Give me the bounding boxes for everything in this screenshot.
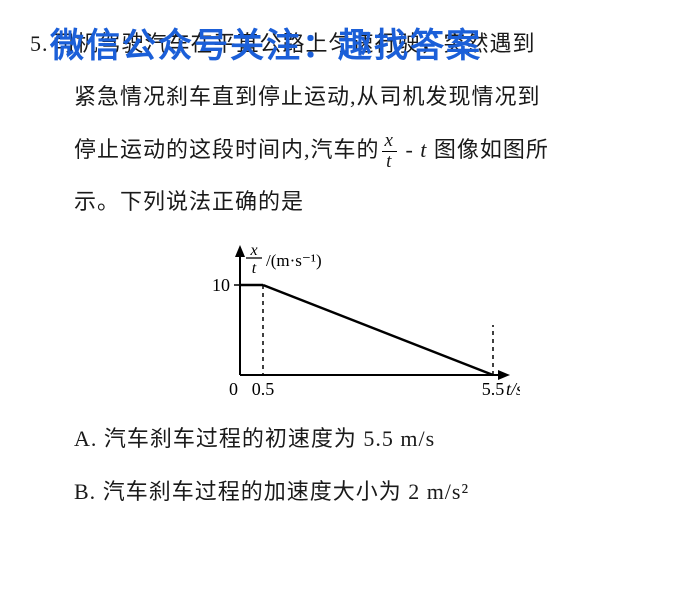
inline-fraction: xt: [382, 131, 397, 172]
watermark-text: 微信公众号关注：趣找答案: [50, 18, 482, 67]
question-number: 5.: [30, 18, 49, 71]
svg-text:/(m·s⁻¹): /(m·s⁻¹): [266, 251, 322, 270]
line3c: 图像如图所: [427, 137, 549, 162]
option-b-text: 汽车刹车过程的加速度大小为 2 m/s²: [103, 479, 469, 504]
svg-text:t/s: t/s: [506, 379, 520, 399]
text-line-4: 示。下列说法正确的是: [30, 176, 670, 229]
svg-text:5.5: 5.5: [482, 379, 505, 399]
line3a: 停止运动的这段时间内,汽车的: [74, 137, 380, 162]
svg-text:x: x: [249, 242, 257, 259]
frac-den: t: [382, 152, 397, 172]
option-b: B. 汽车刹车过程的加速度大小为 2 m/s²: [74, 468, 670, 516]
option-a: A. 汽车刹车过程的初速度为 5.5 m/s: [74, 415, 670, 463]
line3b: -: [399, 137, 420, 162]
svg-text:10: 10: [212, 275, 230, 295]
svg-text:0: 0: [229, 379, 238, 399]
option-a-label: A.: [74, 426, 97, 451]
chart-container: 10 0 0.5 5.5t/s xt /(m·s⁻¹): [30, 235, 670, 405]
frac-num: x: [382, 131, 397, 152]
text-line-2: 紧急情况刹车直到停止运动,从司机发现情况到: [30, 71, 670, 124]
xt-chart: 10 0 0.5 5.5t/s xt /(m·s⁻¹): [180, 235, 520, 405]
svg-text:t: t: [252, 260, 257, 277]
options-list: A. 汽车刹车过程的初速度为 5.5 m/s B. 汽车刹车过程的加速度大小为 …: [30, 415, 670, 516]
option-b-label: B.: [74, 479, 96, 504]
svg-text:0.5: 0.5: [252, 379, 275, 399]
text-line-3: 停止运动的这段时间内,汽车的xt - t 图像如图所: [30, 124, 670, 177]
option-a-text: 汽车刹车过程的初速度为 5.5 m/s: [104, 426, 435, 451]
